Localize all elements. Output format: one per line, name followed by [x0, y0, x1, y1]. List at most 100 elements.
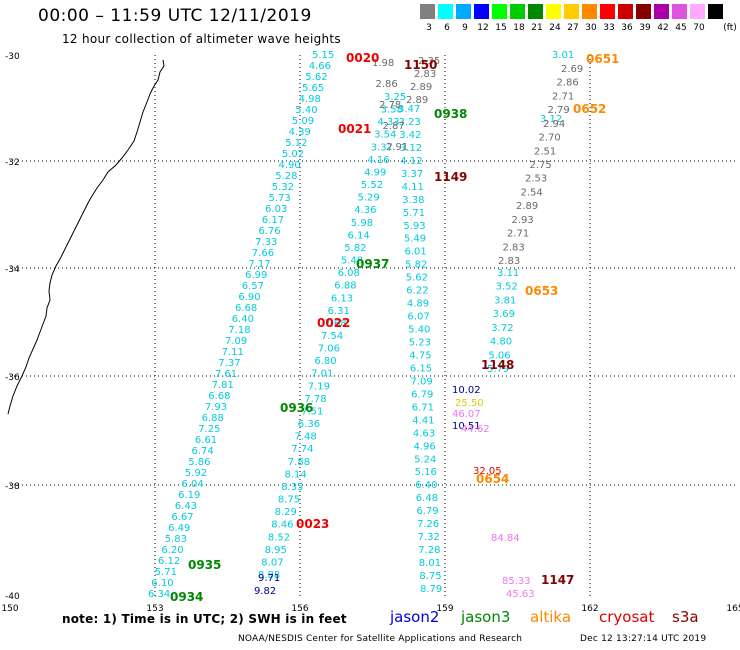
- scale-label: 12: [477, 23, 489, 33]
- wave-height-value: 2.51: [534, 146, 556, 157]
- wave-height-value: 4.12: [400, 156, 422, 167]
- coastline: [7, 59, 165, 415]
- wave-height-value: 2.89: [406, 95, 428, 106]
- wave-height-value: 3.54: [374, 130, 396, 141]
- wave-height-value: 5.82: [344, 243, 366, 254]
- wave-height-value: 3.23: [399, 117, 421, 128]
- pass-time-label: 0653: [525, 284, 558, 298]
- wave-height-value: 3.81: [494, 295, 516, 306]
- wave-height-value: 6.08: [338, 268, 360, 279]
- scale-label: 36: [621, 23, 633, 33]
- wave-height-value: 10.51: [452, 421, 481, 432]
- wave-height-value: 3.72: [491, 323, 513, 334]
- wave-height-value: 3.12: [400, 143, 422, 154]
- wave-height-value: 3.37: [371, 142, 393, 153]
- wave-height-value: 46.07: [452, 409, 481, 420]
- scale-label: 15: [495, 23, 507, 33]
- credit-line: NOAA/NESDIS Center for Satellite Applica…: [238, 634, 523, 644]
- wave-height-value: 4.98: [299, 94, 321, 105]
- wave-height-value: 2.70: [539, 133, 561, 144]
- pass-time-label: 1148: [481, 358, 514, 372]
- wave-height-value: 6.80: [314, 356, 336, 367]
- wave-height-value: 5.93: [403, 221, 425, 232]
- wave-height-value: 5.29: [358, 193, 380, 204]
- wave-height-value: 6.20: [161, 545, 183, 556]
- pass-time-label: 0023: [296, 517, 329, 531]
- wave-height-value: 2.94: [543, 119, 565, 130]
- wave-height-value: 10.02: [452, 385, 481, 396]
- lon-label: 156: [291, 604, 308, 614]
- wave-height-value: 6.13: [331, 293, 353, 304]
- wave-height-value: 6.40: [415, 480, 437, 491]
- wave-height-value: 4.66: [309, 61, 331, 72]
- scale-label: 27: [567, 23, 579, 33]
- scale-swatch: [438, 4, 453, 19]
- wave-height-value: 6.07: [408, 312, 430, 323]
- wave-height-value: 3.47: [398, 104, 420, 115]
- wave-height-value: 3.01: [552, 50, 574, 61]
- scale-swatch: [636, 4, 651, 19]
- wave-height-value: 2.86: [557, 78, 579, 89]
- pass-time-label: 0937: [356, 257, 389, 271]
- wave-height-value: 5.40: [408, 325, 430, 336]
- wave-height-value: 6.88: [334, 281, 356, 292]
- wave-height-value: 4.90: [279, 160, 301, 171]
- wave-height-value: 4.39: [289, 127, 311, 138]
- scale-label: 70: [693, 23, 705, 33]
- scale-label: 33: [603, 23, 615, 33]
- scale-label: 39: [639, 23, 651, 33]
- wave-height-value: 4.89: [407, 299, 429, 310]
- wave-height-value: 8.14: [285, 469, 307, 480]
- wave-height-value: 6.90: [238, 292, 260, 303]
- wave-height-value: 4.96: [414, 441, 436, 452]
- wave-height-value: 5.79: [487, 364, 509, 375]
- wave-height-value: 8.01: [419, 558, 441, 569]
- wave-height-value: 4.16: [367, 155, 389, 166]
- wave-height-value: 6.04: [182, 479, 204, 490]
- wave-height-value: 3.12: [540, 114, 562, 125]
- wave-height-value: 2.71: [507, 229, 529, 240]
- scale-swatch: [474, 4, 489, 19]
- scale-swatch: [546, 4, 561, 19]
- scale-label: 42: [657, 23, 669, 33]
- altimeter-tracks: 5.154.665.625.654.985.405.094.395.125.02…: [148, 50, 583, 600]
- wave-height-value: 5.16: [415, 467, 437, 478]
- pass-time-label: 1147: [541, 573, 574, 587]
- wave-height-value: 85.33: [502, 576, 531, 587]
- wave-height-value: 8.07: [261, 557, 283, 568]
- wave-height-value: 5.65: [302, 83, 324, 94]
- wave-height-value: 7.26: [417, 519, 439, 530]
- scale-swatch: [528, 4, 543, 19]
- wave-height-value: 2.91: [386, 142, 408, 153]
- wave-height-value: 7.09: [225, 336, 247, 347]
- wave-height-value: 5.86: [188, 457, 210, 468]
- satellite-legend-item: jason2: [390, 608, 440, 626]
- pass-time-label: 0938: [434, 107, 467, 121]
- lon-label: 165: [726, 604, 740, 614]
- scale-swatch: [582, 4, 597, 19]
- wave-height-value: 5.02: [282, 149, 304, 160]
- wave-height-value: 6.68: [208, 391, 230, 402]
- wave-height-value: 6.10: [151, 578, 173, 589]
- wave-height-value: 5.92: [185, 468, 207, 479]
- wave-height-value: 7.88: [288, 457, 310, 468]
- pass-time-label: 0934: [170, 590, 203, 604]
- wave-height-value: 4.33: [377, 117, 399, 128]
- wave-height-value: 5.09: [292, 116, 314, 127]
- wave-height-value: 5.49: [404, 234, 426, 245]
- wave-height-value: 6.67: [171, 512, 193, 523]
- wave-height-value: 3.38: [402, 195, 424, 206]
- wave-height-value: 45.63: [506, 589, 535, 600]
- lat-label: -38: [5, 482, 20, 492]
- wave-height-value: 7.18: [228, 325, 250, 336]
- scale-swatch: [690, 4, 705, 19]
- wave-height-value: 8.79: [420, 584, 442, 595]
- wave-height-value: 3.69: [493, 309, 515, 320]
- wave-height-value: 2.71: [552, 91, 574, 102]
- scale-label: 21: [531, 23, 543, 33]
- wave-height-value: 5.62: [305, 72, 327, 83]
- wave-height-value: 5.73: [269, 193, 291, 204]
- generation-timestamp: Dec 12 13:27:14 UTC 2019: [580, 634, 707, 644]
- pass-time-label: 0021: [338, 122, 371, 136]
